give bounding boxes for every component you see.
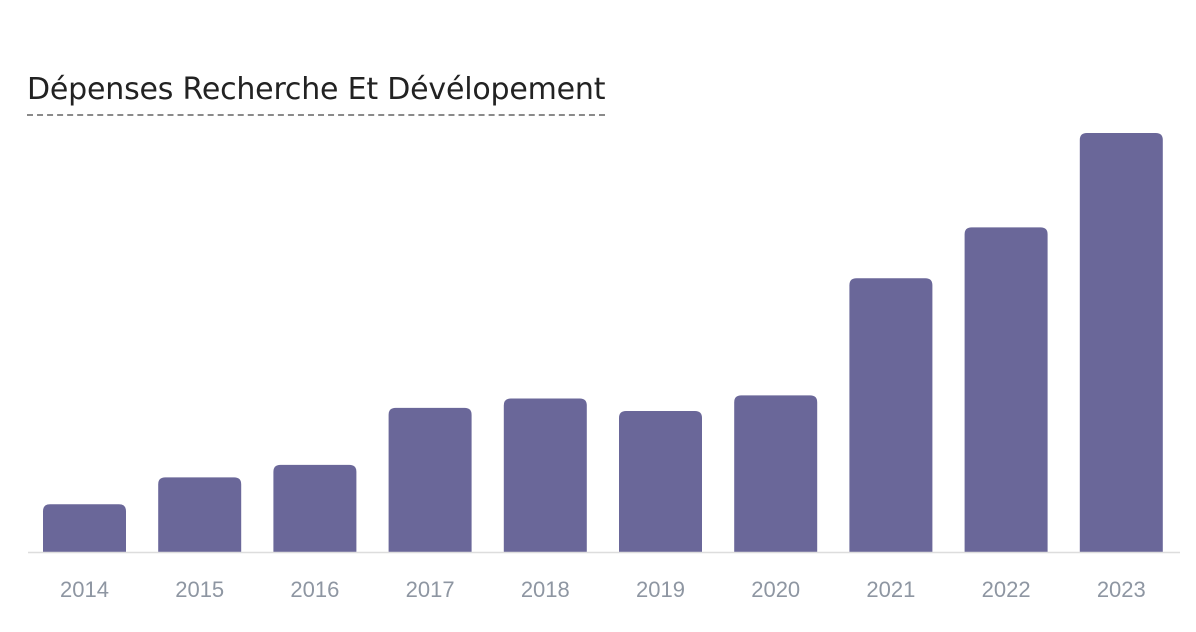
bar-2022 (964, 227, 1048, 552)
x-tick-label-2019: 2019 (636, 577, 685, 602)
x-axis-ticks: 2014 2015 2016 2017 2018 2019 2020 2021 2022 2023 (60, 577, 1146, 602)
bar-2016 (273, 464, 357, 552)
bar-2019 (619, 410, 702, 552)
bar-2015 (158, 477, 242, 552)
bar-2017 (388, 407, 472, 552)
x-tick-label-2014: 2014 (60, 577, 109, 602)
bar-2014 (43, 504, 126, 552)
bar-2018 (503, 398, 587, 552)
x-tick-label-2020: 2020 (751, 577, 800, 602)
x-tick-label-2022: 2022 (982, 577, 1031, 602)
bars-group (43, 133, 1163, 552)
x-tick-label-2023: 2023 (1097, 577, 1146, 602)
x-tick-label-2018: 2018 (521, 577, 570, 602)
bar-2020 (734, 395, 818, 552)
bar-2021 (849, 278, 933, 552)
bar-2023 (1079, 133, 1163, 552)
x-tick-label-2015: 2015 (175, 577, 224, 602)
chart-title: Dépenses Recherche Et Dévélopement (27, 72, 605, 116)
x-tick-label-2021: 2021 (866, 577, 915, 602)
x-tick-label-2017: 2017 (406, 577, 455, 602)
x-tick-label-2016: 2016 (290, 577, 339, 602)
